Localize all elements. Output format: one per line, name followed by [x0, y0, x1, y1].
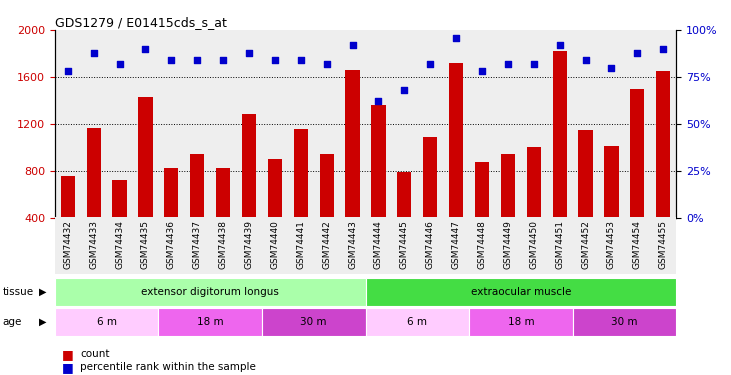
- Text: GSM74437: GSM74437: [193, 220, 202, 269]
- Text: 18 m: 18 m: [197, 316, 224, 327]
- Bar: [501, 154, 515, 218]
- Point: [373, 98, 385, 104]
- Point: [243, 50, 255, 55]
- Bar: [572, 308, 676, 336]
- Point: [502, 61, 514, 67]
- Point: [657, 46, 669, 52]
- Text: GSM74444: GSM74444: [374, 220, 383, 269]
- Point: [425, 61, 436, 67]
- Text: GSM74435: GSM74435: [141, 220, 150, 269]
- Text: age: age: [2, 317, 22, 327]
- Text: 30 m: 30 m: [611, 316, 637, 327]
- Point: [62, 68, 74, 74]
- Text: percentile rank within the sample: percentile rank within the sample: [80, 363, 257, 372]
- Text: 6 m: 6 m: [96, 316, 117, 327]
- Text: GSM74451: GSM74451: [555, 220, 564, 269]
- Text: GDS1279 / E01415cds_s_at: GDS1279 / E01415cds_s_at: [55, 16, 227, 29]
- Bar: [86, 128, 101, 217]
- Point: [580, 57, 591, 63]
- Text: GSM74447: GSM74447: [452, 220, 461, 269]
- Point: [632, 50, 643, 55]
- Bar: [423, 136, 437, 218]
- Point: [192, 57, 203, 63]
- Point: [295, 57, 306, 63]
- Text: GSM74436: GSM74436: [167, 220, 176, 269]
- Point: [528, 61, 539, 67]
- Bar: [553, 51, 567, 217]
- Text: ■: ■: [62, 348, 74, 361]
- Bar: [190, 154, 205, 218]
- Bar: [216, 168, 230, 217]
- Bar: [294, 129, 308, 218]
- Text: GSM74454: GSM74454: [633, 220, 642, 269]
- Text: GSM74453: GSM74453: [607, 220, 616, 269]
- Text: ▶: ▶: [39, 287, 46, 297]
- Bar: [55, 278, 366, 306]
- Text: GSM74433: GSM74433: [89, 220, 98, 269]
- Point: [346, 42, 358, 48]
- Text: ▶: ▶: [39, 317, 46, 327]
- Text: tissue: tissue: [2, 287, 34, 297]
- Bar: [366, 278, 676, 306]
- Text: GSM74452: GSM74452: [581, 220, 590, 269]
- Text: GSM74441: GSM74441: [296, 220, 306, 269]
- Bar: [449, 63, 463, 217]
- Point: [398, 87, 410, 93]
- Text: ■: ■: [62, 361, 74, 374]
- Text: 30 m: 30 m: [300, 316, 327, 327]
- Text: count: count: [80, 350, 110, 359]
- Text: 6 m: 6 m: [407, 316, 428, 327]
- Bar: [371, 105, 385, 218]
- Bar: [397, 172, 412, 217]
- Text: GSM74440: GSM74440: [270, 220, 279, 269]
- Point: [140, 46, 151, 52]
- Bar: [366, 308, 469, 336]
- Bar: [242, 114, 256, 218]
- Bar: [526, 147, 541, 218]
- Bar: [656, 71, 670, 217]
- Bar: [578, 130, 593, 218]
- Point: [605, 64, 617, 70]
- Text: GSM74455: GSM74455: [659, 220, 667, 269]
- Point: [321, 61, 333, 67]
- Text: GSM74438: GSM74438: [219, 220, 227, 269]
- Bar: [138, 97, 153, 218]
- Text: GSM74443: GSM74443: [348, 220, 357, 269]
- Point: [88, 50, 99, 55]
- Bar: [55, 308, 159, 336]
- Point: [450, 34, 462, 40]
- Text: GSM74432: GSM74432: [64, 220, 72, 269]
- Bar: [268, 159, 282, 218]
- Point: [476, 68, 488, 74]
- Bar: [469, 308, 572, 336]
- Bar: [159, 308, 262, 336]
- Bar: [164, 168, 178, 217]
- Bar: [605, 146, 618, 218]
- Text: GSM74445: GSM74445: [400, 220, 409, 269]
- Bar: [346, 70, 360, 217]
- Bar: [319, 154, 334, 218]
- Bar: [113, 180, 126, 218]
- Bar: [262, 308, 366, 336]
- Bar: [630, 88, 645, 218]
- Text: GSM74448: GSM74448: [477, 220, 487, 269]
- Text: GSM74442: GSM74442: [322, 220, 331, 269]
- Text: 18 m: 18 m: [507, 316, 534, 327]
- Point: [114, 61, 126, 67]
- Text: GSM74446: GSM74446: [425, 220, 435, 269]
- Point: [217, 57, 229, 63]
- Point: [165, 57, 177, 63]
- Point: [269, 57, 281, 63]
- Bar: [61, 176, 75, 218]
- Bar: [475, 162, 489, 218]
- Text: GSM74449: GSM74449: [504, 220, 512, 269]
- Text: GSM74434: GSM74434: [115, 220, 124, 269]
- Point: [554, 42, 566, 48]
- Text: GSM74450: GSM74450: [529, 220, 538, 269]
- Text: extensor digitorum longus: extensor digitorum longus: [141, 286, 279, 297]
- Text: extraocular muscle: extraocular muscle: [471, 286, 571, 297]
- Text: GSM74439: GSM74439: [244, 220, 254, 269]
